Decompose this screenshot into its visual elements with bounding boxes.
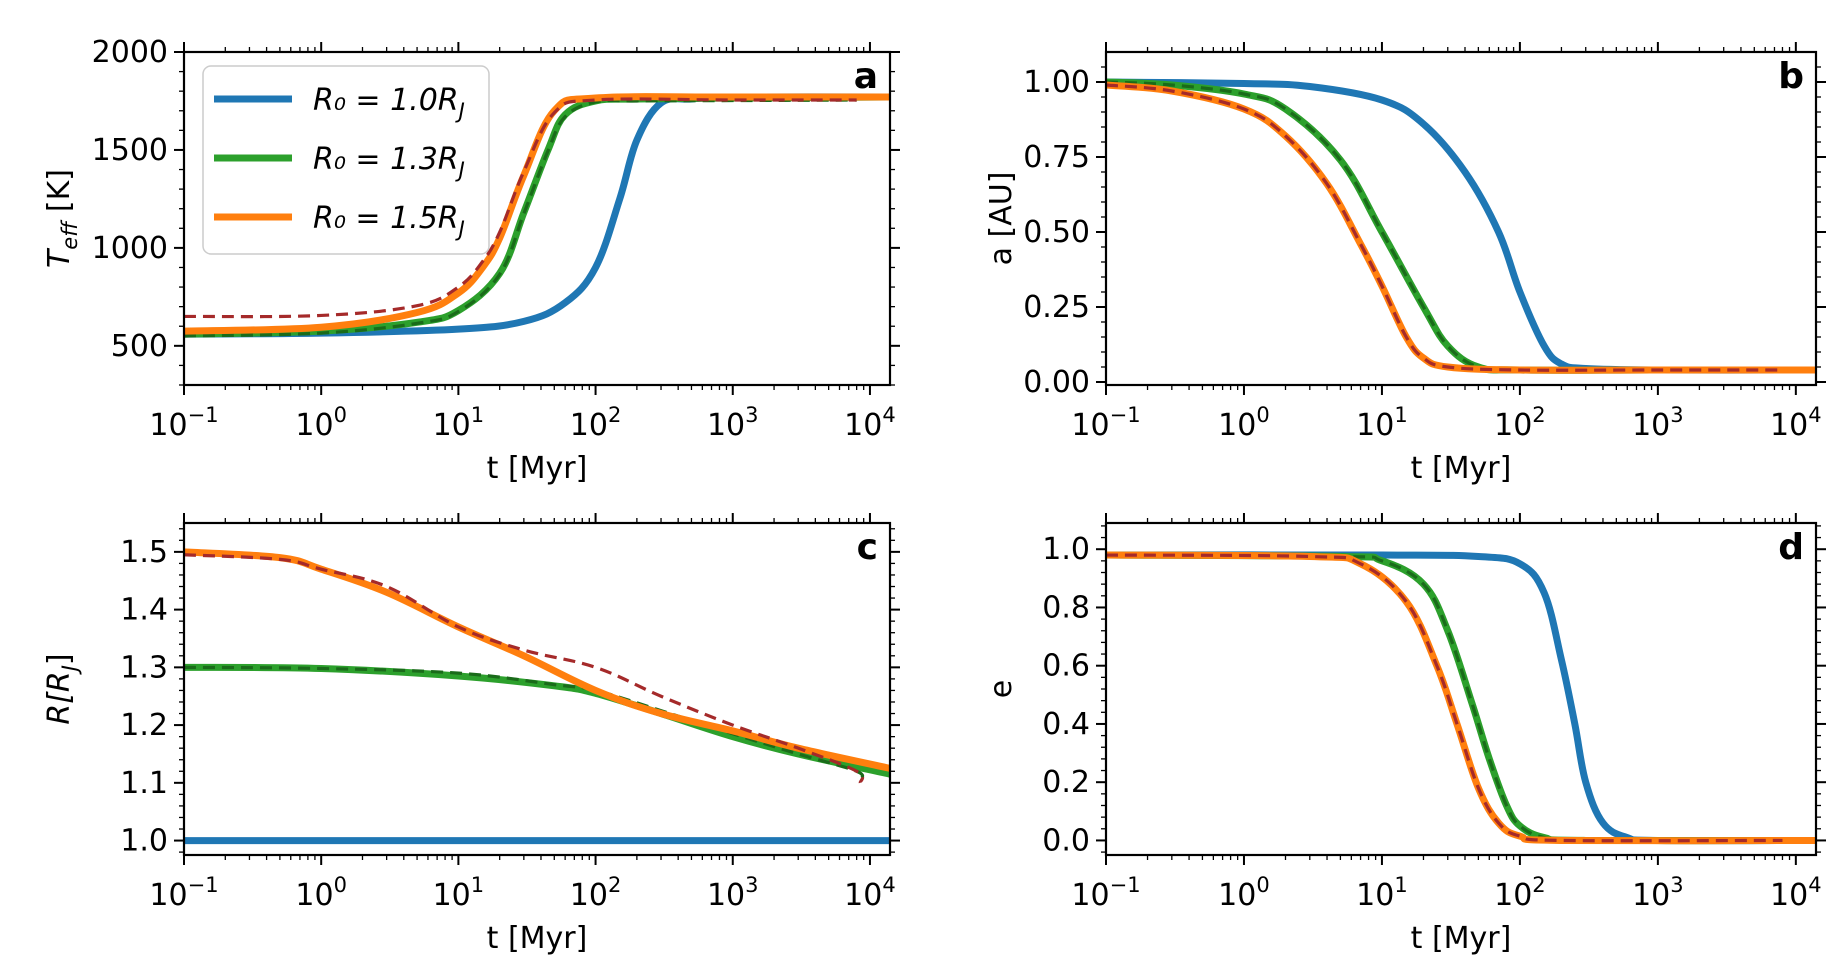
panel-a: 10−1 100 101 102 103 104 500 1000 1500 2000 t [Myr…: [42, 35, 900, 486]
legend-label: R₀ = 1.0RJ: [313, 83, 465, 123]
x-tick-label: 102: [570, 403, 622, 443]
series-line-r0-1-3rj: [1106, 551, 1816, 845]
y-tick-label: 0.6: [1042, 649, 1090, 684]
x-tick-label: 101: [433, 873, 485, 913]
x-tick-label: 102: [1494, 403, 1546, 443]
series-line-r0-1-3rj-reference: [184, 665, 865, 781]
y-axis-label: a [AU]: [984, 172, 1019, 266]
x-tick-label: 100: [295, 403, 347, 443]
series-line-r0-1-3rj: [184, 663, 890, 778]
panel-letter: a: [854, 56, 878, 97]
x-axis-label: t [Myr]: [1411, 451, 1512, 486]
x-axis-label: t [Myr]: [487, 921, 588, 956]
y-tick-label: 500: [111, 329, 168, 364]
series-line-r0-1-0rj: [1106, 78, 1816, 374]
series-line-r0-1-5rj: [1106, 81, 1816, 374]
x-tick-label: 10−1: [149, 873, 218, 913]
x-tick-label: 100: [1218, 873, 1270, 913]
axes-frame: [182, 50, 892, 387]
x-tick-label: 10−1: [149, 403, 218, 443]
series-line-r0-1-0rj: [1106, 551, 1816, 845]
x-tick-label: 104: [844, 873, 896, 913]
y-tick-label: 0.50: [1023, 215, 1090, 250]
x-tick-label: 104: [844, 403, 896, 443]
y-tick-label: 1.0: [1042, 532, 1090, 567]
x-axis-label: t [Myr]: [1411, 921, 1512, 956]
x-tick-label: 103: [707, 403, 759, 443]
y-tick-label: 1.1: [120, 766, 168, 801]
panel-c: 10−1 100 101 102 103 104 1.0 1.1 1.2 1.3 1.4 1.5 t […: [42, 513, 900, 956]
x-tick-label: 101: [1356, 873, 1408, 913]
axes-frame: [1104, 50, 1818, 387]
x-tick-label: 10−1: [1071, 403, 1140, 443]
series-group: [184, 93, 890, 338]
legend-box: [202, 65, 490, 255]
x-tick-label: 104: [1770, 403, 1822, 443]
x-tick-label: 103: [1632, 403, 1684, 443]
series-group: [1106, 551, 1816, 845]
x-tick-label: 103: [707, 873, 759, 913]
series-line-r0-1-5rj-reference: [184, 97, 857, 319]
y-axis-label: Teff [K]: [42, 169, 82, 268]
y-tick-label: 0.00: [1023, 365, 1090, 400]
y-tick-label: 1.4: [120, 593, 168, 628]
y-tick-label: 1500: [92, 133, 168, 168]
panel-letter: b: [1778, 56, 1804, 97]
y-tick-label: 0.75: [1023, 140, 1090, 175]
x-tick-label: 103: [1632, 873, 1684, 913]
series-line-r0-1-5rj-reference: [1106, 83, 1783, 372]
y-tick-label: 0.2: [1042, 765, 1090, 800]
x-tick-label: 101: [1356, 403, 1408, 443]
y-tick-label: 1000: [92, 231, 168, 266]
x-tick-label: 10−1: [1071, 873, 1140, 913]
panel-letter: d: [1778, 527, 1804, 568]
series-line-r0-1-5rj: [184, 93, 890, 335]
x-axis-label: t [Myr]: [487, 451, 588, 486]
y-tick-label: 1.3: [120, 650, 168, 685]
y-tick-label: 2000: [92, 35, 168, 70]
legend-label: R₀ = 1.3RJ: [313, 142, 465, 182]
series-group: [184, 548, 890, 845]
series-line-r0-1-3rj-reference: [1106, 80, 1783, 372]
y-tick-label: 0.4: [1042, 707, 1090, 742]
x-tick-label: 101: [433, 403, 485, 443]
x-tick-label: 100: [295, 873, 347, 913]
y-tick-label: 1.2: [120, 708, 168, 743]
panel-letter: c: [857, 527, 878, 568]
x-tick-label: 102: [570, 873, 622, 913]
series-line-r0-1-3rj-reference: [184, 98, 857, 338]
y-tick-label: 1.5: [120, 535, 168, 570]
y-tick-label: 0.0: [1042, 823, 1090, 858]
panel-d: 10−1 100 101 102 103 104 0.0 0.2 0.4 0.6 0.8 1.0 t […: [984, 513, 1826, 956]
axes-frame: [182, 521, 892, 857]
panel-b: 10−1 100 101 102 103 104 0.00 0.25 0.50 0.75 1.00 t…: [984, 42, 1826, 486]
y-axis-label: e: [984, 680, 1019, 698]
y-tick-label: 1.0: [120, 824, 168, 859]
x-tick-label: 100: [1218, 403, 1270, 443]
series-line-r0-1-3rj-reference: [1106, 553, 1783, 843]
y-tick-label: 1.00: [1023, 65, 1090, 100]
y-tick-label: 0.25: [1023, 290, 1090, 325]
y-axis-label: R[RJ]: [42, 653, 82, 724]
x-tick-label: 102: [1494, 873, 1546, 913]
axes-frame: [1104, 521, 1818, 857]
series-line-r0-1-5rj-reference: [184, 553, 865, 784]
series-line-r0-1-5rj: [184, 548, 890, 772]
y-tick-label: 0.8: [1042, 590, 1090, 625]
legend: R₀ = 1.0RJ R₀ = 1.3RJ R₀ = 1.5RJ: [202, 65, 490, 255]
legend-label: R₀ = 1.5RJ: [313, 201, 465, 241]
series-group: [1106, 78, 1816, 374]
series-line-r0-1-3rj: [1106, 78, 1816, 374]
series-line-r0-1-5rj: [1106, 551, 1816, 845]
x-tick-label: 104: [1770, 873, 1822, 913]
series-line-r0-1-5rj-reference: [1106, 553, 1783, 843]
